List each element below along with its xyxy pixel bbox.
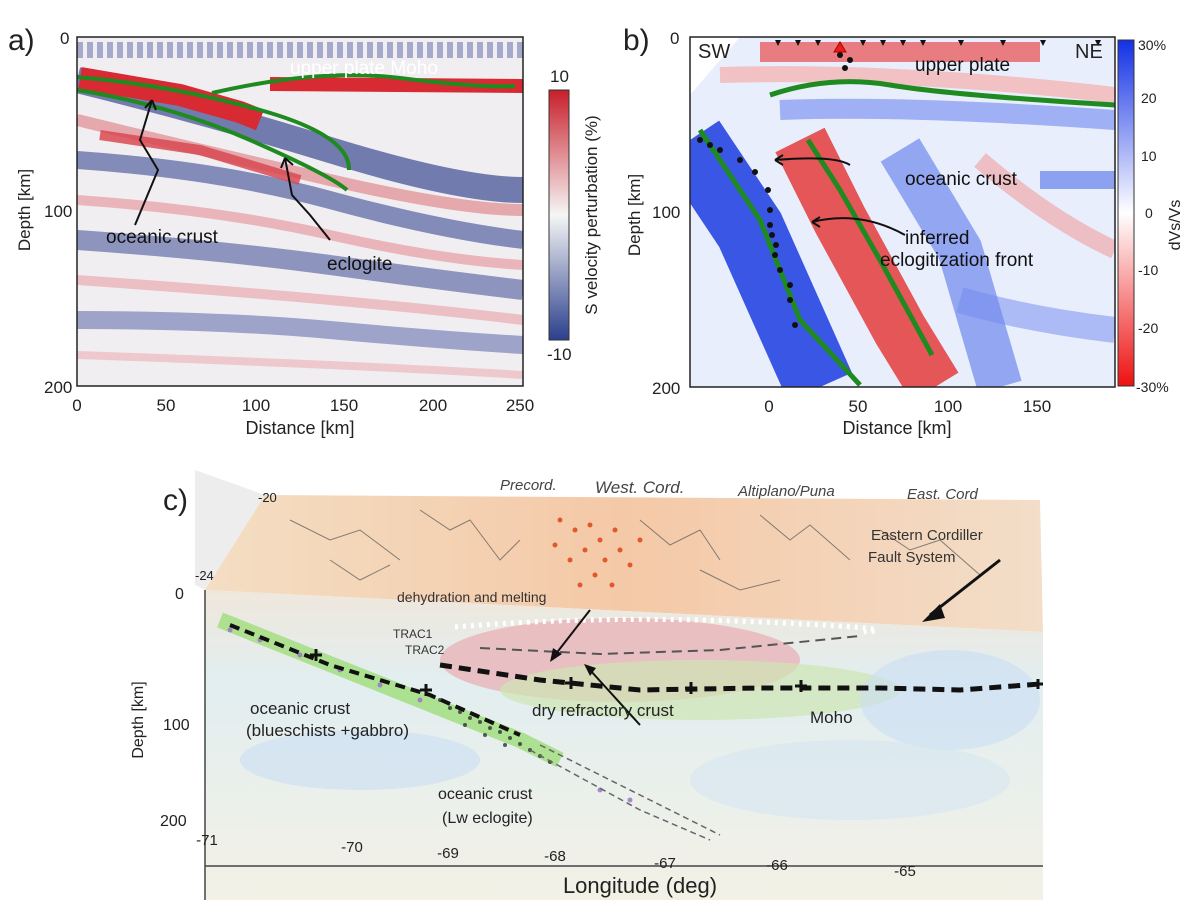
panel-c-xtick-68: -68 — [544, 848, 566, 865]
panel-a-xtick-100: 100 — [242, 396, 270, 415]
panel-b-label: b) — [623, 24, 650, 57]
panel-a-annotation-eclogite: eclogite — [327, 254, 393, 275]
panel-c-fault-traces — [289, 509, 981, 591]
panel-c-fault-label-2: Fault System — [868, 549, 956, 566]
panel-b-colorbar-tick-10: 10 — [1141, 148, 1157, 164]
panel-a-ytick-200: 200 — [44, 378, 72, 397]
panel-a-tomography — [77, 37, 523, 386]
panel-c-ytick-0: 0 — [175, 586, 184, 603]
panel-c-region-altiplano: Altiplano/Puna — [737, 483, 835, 500]
panel-a-colorbar — [548, 89, 570, 341]
panel-c-cross-section — [205, 590, 1043, 900]
panel-a-xtick-250: 250 — [506, 396, 534, 415]
panel-c-fault-label-1: Eastern Cordiller — [871, 527, 983, 544]
panel-a-label: a) — [8, 24, 35, 57]
panel-b-tomography — [690, 37, 1115, 387]
panel-b-colorbar-tick-20: 20 — [1141, 90, 1157, 106]
panel-c: c) — [130, 470, 1043, 900]
panel-c-fault-arrow-icon — [922, 604, 945, 622]
panel-c-ytick-100: 100 — [163, 717, 190, 734]
panel-c-lat-tick-24: -24 — [195, 568, 214, 583]
panel-c-xtick-70: -70 — [341, 839, 363, 856]
panel-b-annotation-inferred: inferred — [905, 228, 969, 249]
panel-b-corner-sw: SW — [698, 41, 730, 63]
panel-b-station-markers — [775, 40, 1101, 46]
panel-a-annotation-upper-plate-moho: upper plate Moho — [290, 58, 438, 79]
panel-c-annotation-trac2: TRAC2 — [405, 643, 445, 657]
panel-a-colorbar-max: 10 — [550, 67, 569, 86]
panel-c-volcanoes — [552, 517, 643, 588]
panel-b-xtick-50: 50 — [849, 397, 868, 416]
panel-a-xlabel: Distance [km] — [245, 418, 354, 438]
panel-c-xtick-66: -66 — [766, 857, 788, 874]
panel-b-corner-ne: NE — [1075, 41, 1103, 63]
panel-c-annotation-dry-crust: dry refractory crust — [532, 701, 674, 720]
panel-c-dry-crust-arrow-icon — [584, 664, 596, 676]
panel-c-label: c) — [163, 484, 188, 517]
panel-c-ytick-200: 200 — [160, 813, 187, 830]
panel-c-xtick-69: -69 — [437, 845, 459, 862]
panel-c-xtick-71: -71 — [196, 832, 218, 849]
panel-c-lat-tick-20: -20 — [258, 490, 277, 505]
panel-b-colorbar-tick-30: 30% — [1138, 37, 1166, 53]
panel-b-colorbar — [1117, 39, 1135, 387]
panel-a-ylabel: Depth [km] — [15, 169, 34, 251]
panel-a-colorbar-label: S velocity perturbation (%) — [582, 115, 601, 314]
panel-a-colorbar-min: -10 — [547, 345, 572, 364]
panel-b-annotation-oceanic-crust: oceanic crust — [905, 169, 1018, 190]
panel-c-ylabel: Depth [km] — [130, 681, 147, 758]
panel-a-xtick-150: 150 — [330, 396, 358, 415]
panel-b-ytick-200: 200 — [652, 379, 680, 398]
panel-b-ylabel: Depth [km] — [625, 174, 644, 256]
panel-a-ytick-100: 100 — [44, 202, 72, 221]
panel-b-seismicity — [697, 52, 853, 328]
panel-c-region-west-cord: West. Cord. — [595, 478, 684, 497]
panel-c-xtick-67: -67 — [654, 855, 676, 872]
panel-c-annotation-oceanic-crust-1: oceanic crust — [250, 699, 350, 718]
panel-b-colorbar-tick-0: 0 — [1145, 205, 1153, 221]
panel-a: a) upper plate Moho oceanic crust eclogi… — [8, 24, 601, 438]
panel-c-annotation-oceanic-crust-2-detail: (Lw eclogite) — [442, 810, 533, 827]
panel-a-annotation-oceanic-crust: oceanic crust — [106, 227, 219, 248]
panel-b-xlabel: Distance [km] — [842, 418, 951, 438]
panel-c-annotation-oceanic-crust-2: oceanic crust — [438, 786, 533, 803]
panel-c-map-side — [195, 470, 265, 590]
panel-a-xtick-0: 0 — [72, 396, 81, 415]
panel-b-colorbar-tick-neg10: -10 — [1138, 262, 1158, 278]
panel-b-xtick-100: 100 — [934, 397, 962, 416]
panel-b: b) — [623, 24, 1184, 438]
panel-b-colorbar-tick-neg30: -30% — [1136, 379, 1169, 395]
panel-b-volcano-icon — [833, 41, 847, 53]
panel-c-dehydration-arrow-icon — [550, 648, 562, 662]
panel-c-annotation-trac1: TRAC1 — [393, 627, 433, 641]
panel-c-map-surface — [205, 495, 1043, 632]
panel-c-region-east-cord: East. Cord — [907, 486, 979, 503]
panel-b-colorbar-tick-neg20: -20 — [1138, 320, 1158, 336]
panel-a-xtick-200: 200 — [419, 396, 447, 415]
panel-c-annotation-moho: Moho — [810, 708, 853, 727]
panel-a-ytick-0: 0 — [60, 29, 69, 48]
panel-b-annotation-upper-plate: upper plate — [915, 55, 1010, 76]
panel-a-xtick-50: 50 — [157, 396, 176, 415]
panel-c-annotation-dehydration: dehydration and melting — [397, 589, 546, 605]
panel-b-xtick-0: 0 — [764, 397, 773, 416]
panel-c-region-precord: Precord. — [500, 477, 557, 494]
panel-b-annotation-front: eclogitization front — [880, 250, 1034, 271]
panel-c-xlabel: Longitude (deg) — [563, 873, 717, 898]
panel-b-ytick-100: 100 — [652, 203, 680, 222]
panel-c-annotation-oceanic-crust-1-detail: (blueschists +gabbro) — [246, 721, 409, 740]
panel-c-xtick-65: -65 — [894, 863, 916, 880]
panel-b-ytick-0: 0 — [670, 29, 679, 48]
panel-b-colorbar-label: dVs/Vs — [1167, 200, 1184, 251]
panel-b-xtick-150: 150 — [1023, 397, 1051, 416]
